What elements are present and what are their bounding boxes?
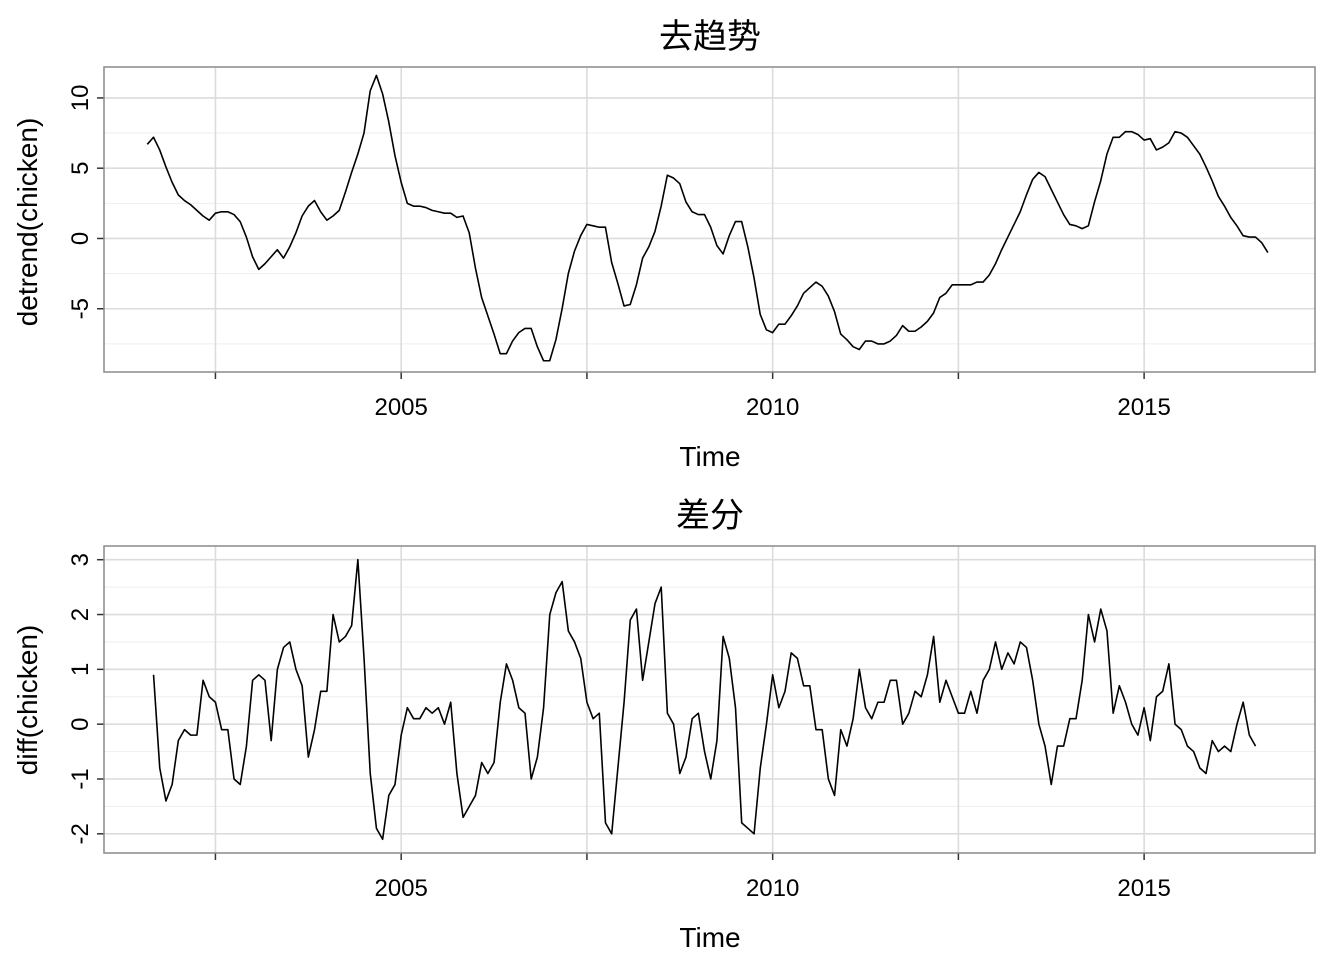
diff-x-tick-label: 2015	[1117, 875, 1170, 902]
diff-y-tick-label: -2	[67, 823, 94, 844]
diff-y-axis-label: diff(chicken)	[12, 625, 43, 775]
diff-y-tick-label: 0	[67, 717, 94, 730]
diff-plot-frame	[103, 545, 1316, 854]
detrend-ticks: 2005 2010 2015 -5 0 5 10	[67, 85, 1171, 421]
diff-y-tick-label: 2	[67, 608, 94, 621]
detrend-x-axis-label: Time	[679, 441, 740, 472]
detrend-x-tick-label: 2015	[1117, 394, 1170, 421]
diff-title: 差分	[676, 496, 744, 536]
diff-y-tick-label: -1	[67, 768, 94, 789]
detrend-y-tick-label: -5	[67, 298, 94, 319]
detrend-y-axis-label: detrend(chicken)	[12, 118, 43, 327]
detrend-title: 去趋势	[659, 17, 761, 57]
detrend-y-tick-label: 10	[67, 85, 94, 112]
diff-panel: 差分 2005 2010 2015 -2 -1 0 1 2 3 Time diff(chicke…	[12, 496, 1316, 953]
diff-x-tick-label: 2005	[374, 875, 427, 902]
detrend-y-tick-label: 0	[67, 232, 94, 245]
diff-ticks: 2005 2010 2015 -2 -1 0 1 2 3	[67, 553, 1171, 902]
detrend-y-tick-label: 5	[67, 162, 94, 175]
detrend-x-tick-label: 2010	[746, 394, 799, 421]
diff-y-tick-label: 1	[67, 663, 94, 676]
detrend-plot-frame	[103, 66, 1316, 373]
diff-x-axis-label: Time	[679, 922, 740, 953]
detrend-x-tick-label: 2005	[374, 394, 427, 421]
diff-grid	[104, 546, 1315, 853]
detrend-grid	[104, 67, 1315, 372]
diff-y-tick-label: 3	[67, 553, 94, 566]
detrend-series-line	[146, 74, 1269, 362]
detrend-panel: 去趋势 2005 2010 2015 -5 0 5 10 Time detrend(chic…	[12, 17, 1316, 472]
diff-series-line	[152, 558, 1257, 841]
diff-x-tick-label: 2010	[746, 875, 799, 902]
